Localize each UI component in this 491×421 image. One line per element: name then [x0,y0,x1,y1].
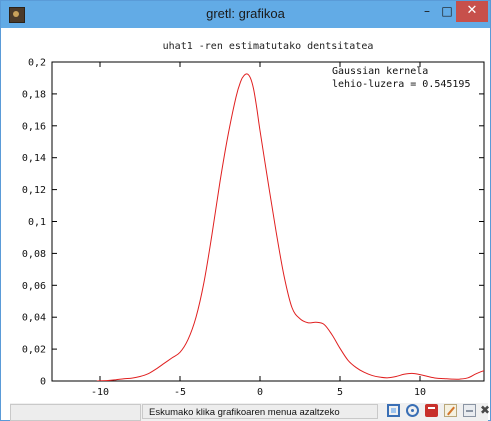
pdf-icon[interactable] [425,404,438,417]
gretl-app-icon[interactable] [9,7,25,23]
edit-icon[interactable] [444,404,457,417]
y-tick-label: 0,12 [22,185,46,196]
chart-annotation: lehio-luzera = 0.545195 [332,79,470,90]
y-tick-label: 0,1 [28,217,46,228]
zoom-icon[interactable] [387,404,400,417]
target-icon[interactable] [406,404,419,417]
plot-frame [51,61,485,382]
x-tick-label: -5 [174,387,186,398]
y-tick-label: 0,14 [22,153,46,164]
y-tick-label: 0,16 [22,121,46,132]
x-tick-label: 5 [337,387,343,398]
chart-title: uhat1 -ren estimatutako dentsitatea [163,41,374,52]
y-tick-label: 0 [40,377,46,388]
y-tick-label: 0,18 [22,89,46,100]
y-tick-label: 0,02 [22,345,46,356]
minimize-button[interactable]: – [424,4,430,18]
status-panel-left [10,404,141,421]
y-tick-label: 0,2 [28,58,46,69]
y-tick-label: 0,04 [22,313,46,324]
title-bar[interactable]: gretl: grafikoa – □ ✕ [1,1,490,28]
maximize-button[interactable]: □ [441,4,453,18]
density-chart[interactable]: uhat1 -ren estimatutako dentsitatea 0 0,02… [10,30,488,402]
plot-area[interactable]: uhat1 -ren estimatutako dentsitatea 0 0,02… [10,30,488,402]
density-line [96,73,484,381]
y-tick-label: 0,06 [22,281,46,292]
window-title: gretl: grafikoa [206,6,285,21]
status-message: Eskumako klika grafikoaren menua azaltze… [142,404,378,419]
chart-annotation: Gaussian kernela [332,66,428,77]
x-tick-label: -10 [91,387,109,398]
x-tick-label: 0 [257,387,263,398]
print-icon[interactable] [463,404,476,417]
x-tick-label: 10 [414,387,426,398]
close-icon[interactable]: ✖ [480,403,491,417]
y-tick-label: 0,08 [22,249,46,260]
status-bar: Eskumako klika grafikoaren menua azaltze… [10,403,491,421]
close-window-button[interactable]: ✕ [456,1,488,22]
